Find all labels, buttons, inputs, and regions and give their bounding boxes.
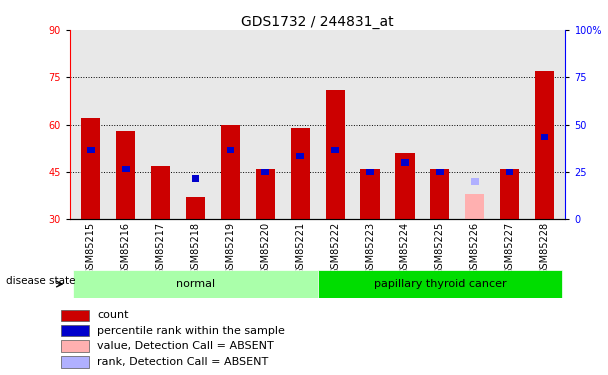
Text: GSM85216: GSM85216 — [121, 222, 131, 275]
Text: GSM85221: GSM85221 — [295, 222, 305, 275]
Bar — [186, 197, 205, 219]
Bar — [395, 153, 415, 219]
Bar — [430, 169, 449, 219]
Bar — [122, 166, 130, 172]
Bar — [256, 169, 275, 219]
Text: GSM85226: GSM85226 — [470, 222, 480, 275]
Bar — [471, 178, 478, 184]
Text: GSM85219: GSM85219 — [226, 222, 235, 275]
Text: GSM85222: GSM85222 — [330, 222, 340, 275]
Bar — [192, 175, 199, 181]
Bar — [261, 169, 269, 175]
Bar — [296, 153, 304, 159]
Text: disease state: disease state — [5, 276, 75, 286]
Text: GSM85218: GSM85218 — [190, 222, 201, 275]
Bar — [331, 147, 339, 153]
Bar — [116, 131, 136, 219]
Bar — [61, 356, 89, 368]
Text: GSM85220: GSM85220 — [260, 222, 271, 275]
Text: GSM85217: GSM85217 — [156, 222, 165, 275]
Text: GSM85225: GSM85225 — [435, 222, 445, 275]
Bar — [74, 270, 318, 298]
Text: papillary thyroid cancer: papillary thyroid cancer — [373, 279, 506, 289]
Bar — [436, 169, 444, 175]
Bar — [61, 325, 89, 336]
Text: percentile rank within the sample: percentile rank within the sample — [97, 326, 285, 336]
Text: normal: normal — [176, 279, 215, 289]
Bar — [318, 270, 562, 298]
Title: GDS1732 / 244831_at: GDS1732 / 244831_at — [241, 15, 394, 29]
Bar — [87, 147, 95, 153]
Bar — [291, 128, 310, 219]
Text: rank, Detection Call = ABSENT: rank, Detection Call = ABSENT — [97, 357, 269, 367]
Text: GSM85227: GSM85227 — [505, 222, 514, 275]
Text: GSM85215: GSM85215 — [86, 222, 96, 275]
Bar — [541, 134, 548, 141]
Text: count: count — [97, 310, 129, 321]
Bar — [465, 194, 485, 219]
Bar — [535, 71, 554, 219]
Bar — [500, 169, 519, 219]
Bar — [151, 166, 170, 219]
Bar — [325, 90, 345, 219]
Bar — [227, 147, 234, 153]
Bar — [366, 169, 374, 175]
Bar — [81, 118, 100, 219]
Text: GSM85223: GSM85223 — [365, 222, 375, 275]
Bar — [361, 169, 379, 219]
Bar — [506, 169, 513, 175]
Bar — [221, 124, 240, 219]
Text: GSM85228: GSM85228 — [539, 222, 550, 275]
Text: value, Detection Call = ABSENT: value, Detection Call = ABSENT — [97, 341, 274, 351]
Bar — [401, 159, 409, 166]
Text: GSM85224: GSM85224 — [400, 222, 410, 275]
Bar — [61, 310, 89, 321]
Bar — [61, 340, 89, 352]
